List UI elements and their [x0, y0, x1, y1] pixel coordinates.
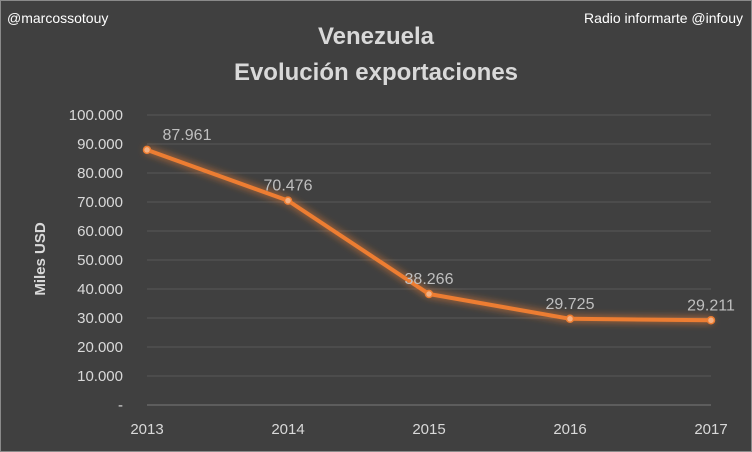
y-tick-label: 60.000 [77, 223, 123, 240]
y-axis-label: Miles USD [32, 222, 49, 296]
y-tick-label: 40.000 [77, 281, 123, 298]
data-point [706, 316, 716, 325]
x-tick-label: 2015 [412, 421, 445, 438]
source-credit: Radio informarte @infouy [584, 10, 743, 26]
y-tick-label: 20.000 [77, 339, 123, 356]
y-tick-label: 90.000 [77, 136, 123, 153]
data-point [283, 196, 293, 205]
y-tick-label: 70.000 [77, 194, 123, 211]
data-point [424, 289, 434, 299]
chart-title: Venezuela [317, 23, 435, 50]
data-point [565, 314, 575, 324]
chart-subtitle: Evolución exportaciones [233, 59, 519, 86]
x-tick-label: 2014 [271, 421, 304, 438]
y-tick-label: 30.000 [77, 310, 123, 327]
data-point [142, 145, 152, 155]
data-label: 70.476 [264, 178, 313, 195]
data-label: 38.266 [405, 271, 454, 288]
y-tick-label: 50.000 [77, 252, 123, 269]
x-tick-label: 2017 [694, 421, 727, 438]
y-tick-label: - [118, 397, 123, 414]
y-tick-label: 10.000 [77, 368, 123, 385]
data-label: 29.211 [687, 297, 735, 314]
x-tick-label: 2016 [553, 421, 586, 438]
y-tick-label: 100.000 [69, 107, 123, 124]
data-label: 29.725 [546, 296, 595, 313]
data-label: 87.961 [163, 127, 212, 144]
author-credit: @marcossotouy [7, 10, 109, 26]
y-tick-label: 80.000 [77, 165, 123, 182]
x-tick-label: 2013 [130, 421, 163, 438]
